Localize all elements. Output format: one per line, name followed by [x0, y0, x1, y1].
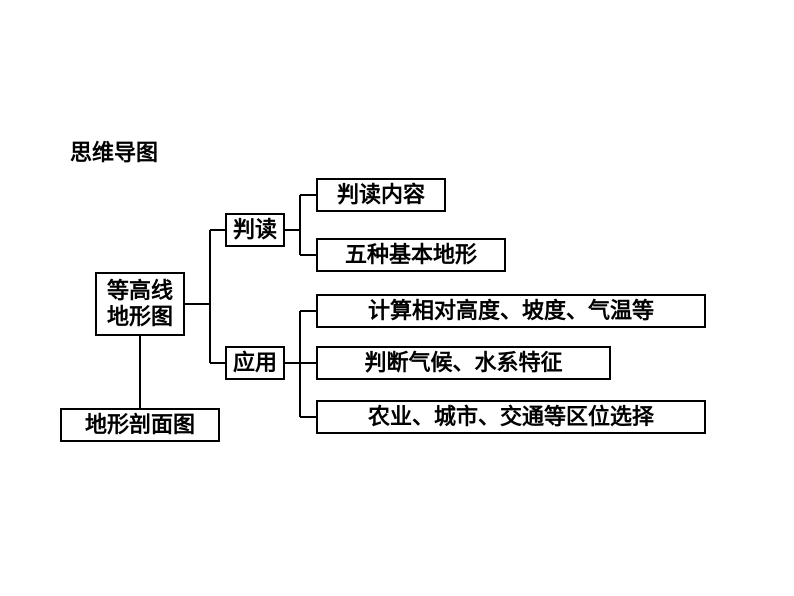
node-a2: 判断气候、水系特征: [316, 346, 611, 380]
node-a1: 计算相对高度、坡度、气温等: [316, 294, 706, 328]
node-r1: 判读内容: [316, 178, 446, 212]
node-apply: 应用: [225, 346, 285, 380]
page-title: 思维导图: [70, 135, 158, 167]
node-read: 判读: [225, 213, 285, 247]
node-root: 等高线地形图: [95, 272, 185, 336]
node-profile: 地形剖面图: [60, 408, 220, 442]
node-r2: 五种基本地形: [316, 238, 506, 272]
node-a3: 农业、城市、交通等区位选择: [316, 400, 706, 434]
